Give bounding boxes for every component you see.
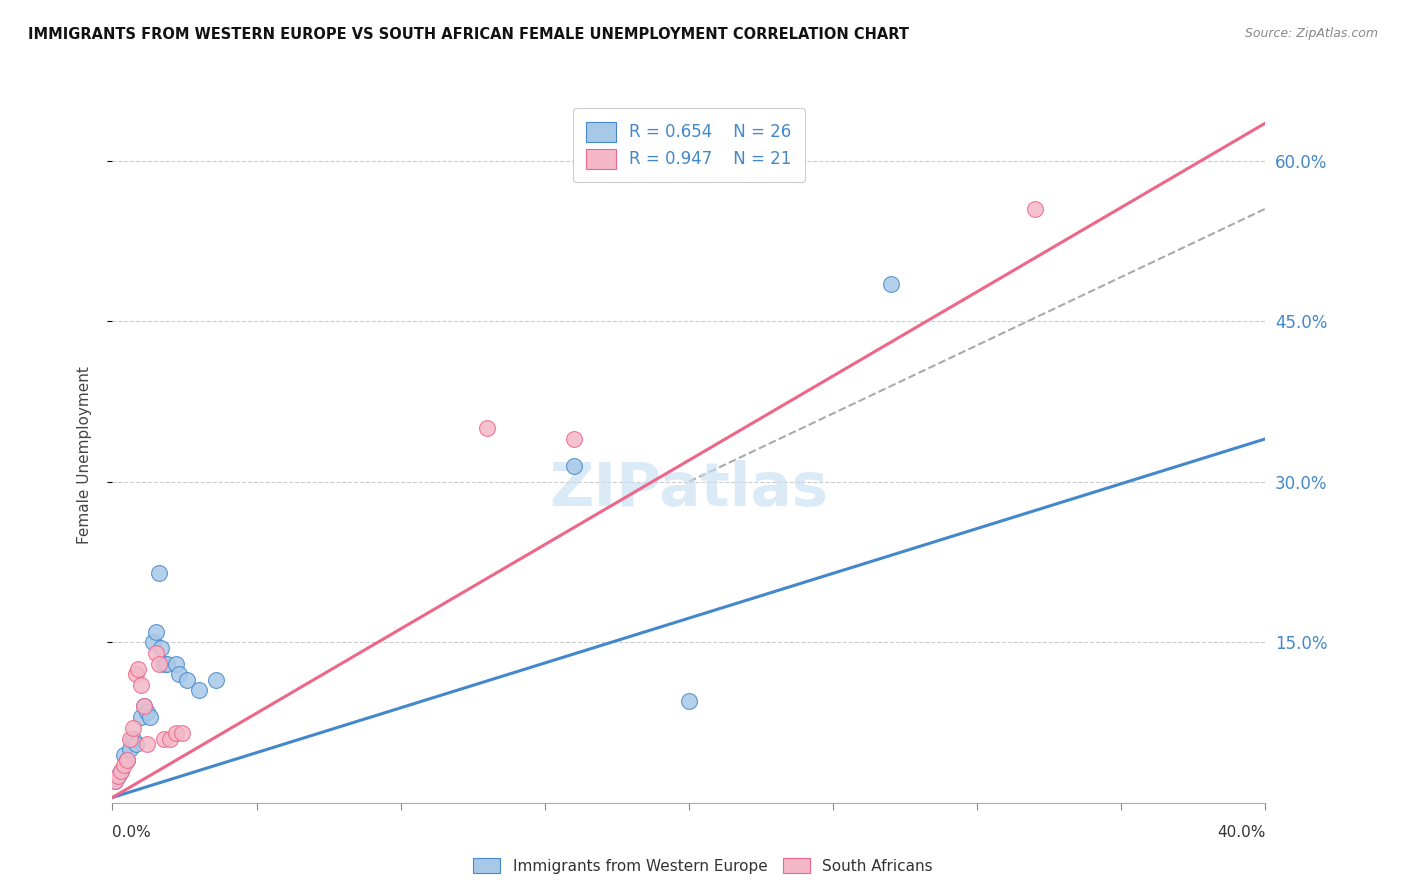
Point bbox=[104, 774, 127, 789]
Point bbox=[104, 774, 127, 789]
Point bbox=[145, 624, 167, 639]
Point bbox=[129, 710, 153, 724]
Point bbox=[167, 667, 190, 681]
Point bbox=[139, 710, 162, 724]
Point bbox=[159, 731, 181, 746]
Legend: R = 0.654    N = 26, R = 0.947    N = 21: R = 0.654 N = 26, R = 0.947 N = 21 bbox=[572, 109, 806, 183]
Point bbox=[1024, 202, 1046, 216]
Point bbox=[205, 673, 228, 687]
Point bbox=[110, 764, 132, 778]
Point bbox=[129, 678, 153, 692]
Point bbox=[112, 758, 135, 772]
Point bbox=[188, 683, 211, 698]
Point bbox=[110, 764, 132, 778]
Point bbox=[107, 769, 129, 783]
Point bbox=[165, 726, 187, 740]
Point bbox=[156, 657, 179, 671]
Point bbox=[136, 737, 159, 751]
Point bbox=[134, 699, 156, 714]
Point bbox=[148, 657, 170, 671]
Point bbox=[107, 769, 129, 783]
Point bbox=[121, 721, 143, 735]
Point bbox=[142, 635, 165, 649]
Point bbox=[176, 673, 198, 687]
Point bbox=[124, 667, 146, 681]
Point bbox=[112, 747, 135, 762]
Point bbox=[153, 657, 176, 671]
Point bbox=[145, 646, 167, 660]
Point bbox=[136, 705, 159, 719]
Text: IMMIGRANTS FROM WESTERN EUROPE VS SOUTH AFRICAN FEMALE UNEMPLOYMENT CORRELATION : IMMIGRANTS FROM WESTERN EUROPE VS SOUTH … bbox=[28, 27, 910, 42]
Point bbox=[127, 662, 149, 676]
Point bbox=[678, 694, 700, 708]
Text: 0.0%: 0.0% bbox=[112, 825, 152, 840]
Point bbox=[880, 277, 903, 291]
Point bbox=[121, 731, 143, 746]
Point bbox=[170, 726, 193, 740]
Point bbox=[562, 458, 585, 473]
Point bbox=[124, 737, 146, 751]
Y-axis label: Female Unemployment: Female Unemployment bbox=[77, 366, 91, 544]
Legend: Immigrants from Western Europe, South Africans: Immigrants from Western Europe, South Af… bbox=[467, 852, 939, 880]
Point bbox=[562, 432, 585, 446]
Point bbox=[475, 421, 498, 435]
Text: ZIPatlas: ZIPatlas bbox=[550, 460, 828, 519]
Point bbox=[153, 731, 176, 746]
Point bbox=[165, 657, 187, 671]
Point bbox=[150, 640, 173, 655]
Text: 40.0%: 40.0% bbox=[1218, 825, 1265, 840]
Point bbox=[118, 742, 141, 756]
Point bbox=[118, 731, 141, 746]
Point bbox=[134, 699, 156, 714]
Point bbox=[115, 753, 138, 767]
Point bbox=[115, 753, 138, 767]
Text: Source: ZipAtlas.com: Source: ZipAtlas.com bbox=[1244, 27, 1378, 40]
Point bbox=[148, 566, 170, 580]
